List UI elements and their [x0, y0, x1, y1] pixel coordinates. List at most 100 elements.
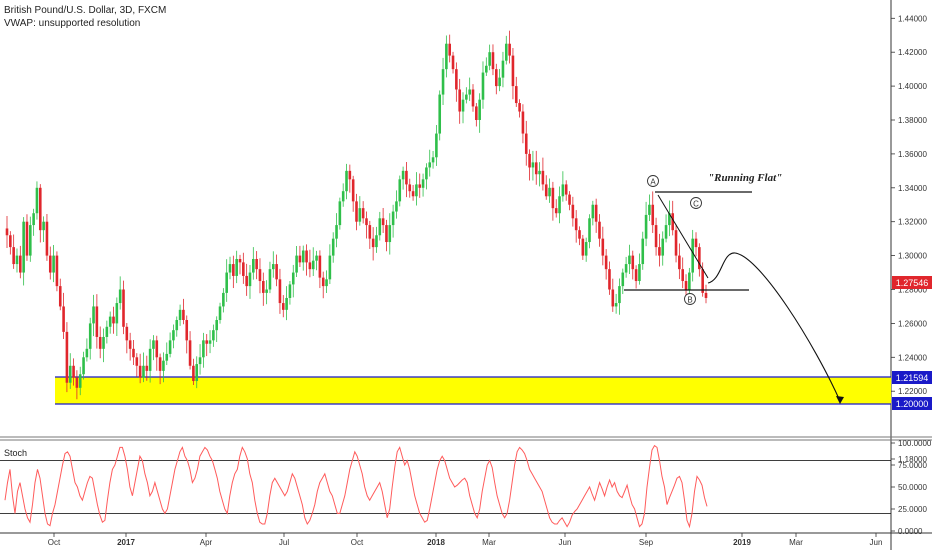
candle	[558, 186, 561, 224]
candle	[29, 216, 32, 262]
wave-c-label: C	[693, 200, 699, 209]
candle	[52, 245, 55, 283]
candle	[491, 44, 495, 76]
candle	[661, 231, 665, 266]
candle	[408, 178, 412, 198]
price-tick-label: 1.22000	[898, 387, 927, 396]
candle	[511, 48, 515, 100]
wave-b-label: B	[687, 296, 692, 305]
candle	[388, 213, 392, 255]
candle	[281, 295, 285, 318]
price-tick-label: 1.36000	[898, 150, 927, 159]
price-tick-label: 1.28000	[898, 286, 927, 295]
candle	[644, 201, 648, 247]
candle	[518, 99, 521, 118]
candle	[435, 125, 438, 166]
candle	[425, 163, 428, 190]
candle	[694, 232, 698, 257]
candle	[624, 256, 628, 278]
zone-top-tag: 1.21594	[892, 371, 932, 384]
candle	[574, 210, 578, 243]
candle	[398, 175, 402, 207]
stoch-axis-ticks: 100.0000 75.0000 50.0000 25.0000 0.0000	[891, 439, 932, 536]
candle	[381, 207, 385, 233]
candle	[58, 278, 62, 311]
candle	[415, 172, 418, 206]
candle	[172, 324, 175, 349]
stoch-tick-label: 50.0000	[898, 483, 927, 492]
stoch-tick-label: 0.0000	[898, 527, 923, 536]
candle	[82, 351, 85, 380]
candle	[118, 276, 122, 310]
candle	[534, 150, 538, 185]
candle	[391, 204, 395, 238]
candle	[182, 298, 185, 325]
chart-subtitle: VWAP: unsupported resolution	[4, 18, 141, 29]
candle	[271, 251, 275, 278]
candle	[248, 265, 252, 299]
candle	[158, 353, 162, 385]
candle	[225, 259, 228, 302]
candle	[678, 243, 681, 280]
projection-arrow	[707, 252, 841, 402]
candle	[641, 231, 645, 270]
candle	[92, 294, 95, 337]
candle	[301, 245, 305, 271]
price-tick-label: 1.18000	[898, 455, 927, 464]
projection-arrowhead	[836, 396, 844, 404]
zone-bottom-tag: 1.20000	[892, 397, 932, 410]
candle	[638, 253, 641, 285]
support-zone	[55, 377, 891, 404]
candle	[48, 246, 52, 280]
candle	[458, 78, 461, 124]
candle	[258, 258, 262, 294]
price-tick-label: 1.44000	[898, 14, 927, 23]
candle	[235, 250, 238, 284]
candle	[365, 211, 368, 239]
candle	[548, 178, 551, 203]
candle	[465, 87, 468, 104]
candle	[185, 315, 189, 354]
candle	[318, 250, 322, 289]
candle	[361, 201, 365, 224]
candle	[135, 353, 139, 377]
candle	[508, 30, 511, 64]
candle	[485, 57, 488, 76]
candle	[5, 216, 9, 249]
candle	[232, 255, 235, 289]
candle	[338, 197, 342, 230]
candle	[195, 356, 199, 389]
candle	[345, 163, 348, 200]
candle	[238, 254, 242, 275]
candle	[145, 355, 149, 381]
candle	[328, 244, 332, 285]
candle	[55, 251, 59, 292]
candle	[311, 247, 315, 276]
time-tick-label: Sep	[639, 538, 654, 547]
candle	[614, 293, 618, 314]
candle	[351, 175, 355, 212]
candle	[431, 151, 435, 169]
time-tick-label: Oct	[48, 538, 61, 547]
price-axis-ticks: 1.44000 1.42000 1.40000 1.38000 1.36000 1.340…	[891, 14, 927, 464]
time-tick-label: 2017	[117, 538, 135, 547]
candle	[538, 162, 541, 187]
candle	[125, 322, 129, 354]
candle	[634, 265, 638, 289]
candle	[208, 330, 212, 354]
candle	[268, 261, 272, 294]
candle	[395, 190, 398, 219]
candle	[122, 280, 125, 335]
wave-path-line	[657, 194, 709, 279]
time-axis-ticks: Oct 2017 Apr Jul Oct 2018 Mar Jun Sep 2019 Mar Jun	[48, 533, 882, 547]
candle	[295, 246, 298, 277]
candle	[75, 370, 79, 400]
candle	[265, 280, 268, 305]
candle	[278, 268, 282, 314]
candle	[142, 352, 145, 383]
candle	[691, 229, 694, 282]
candle	[98, 326, 102, 359]
candle	[405, 161, 408, 198]
candle	[252, 247, 255, 280]
